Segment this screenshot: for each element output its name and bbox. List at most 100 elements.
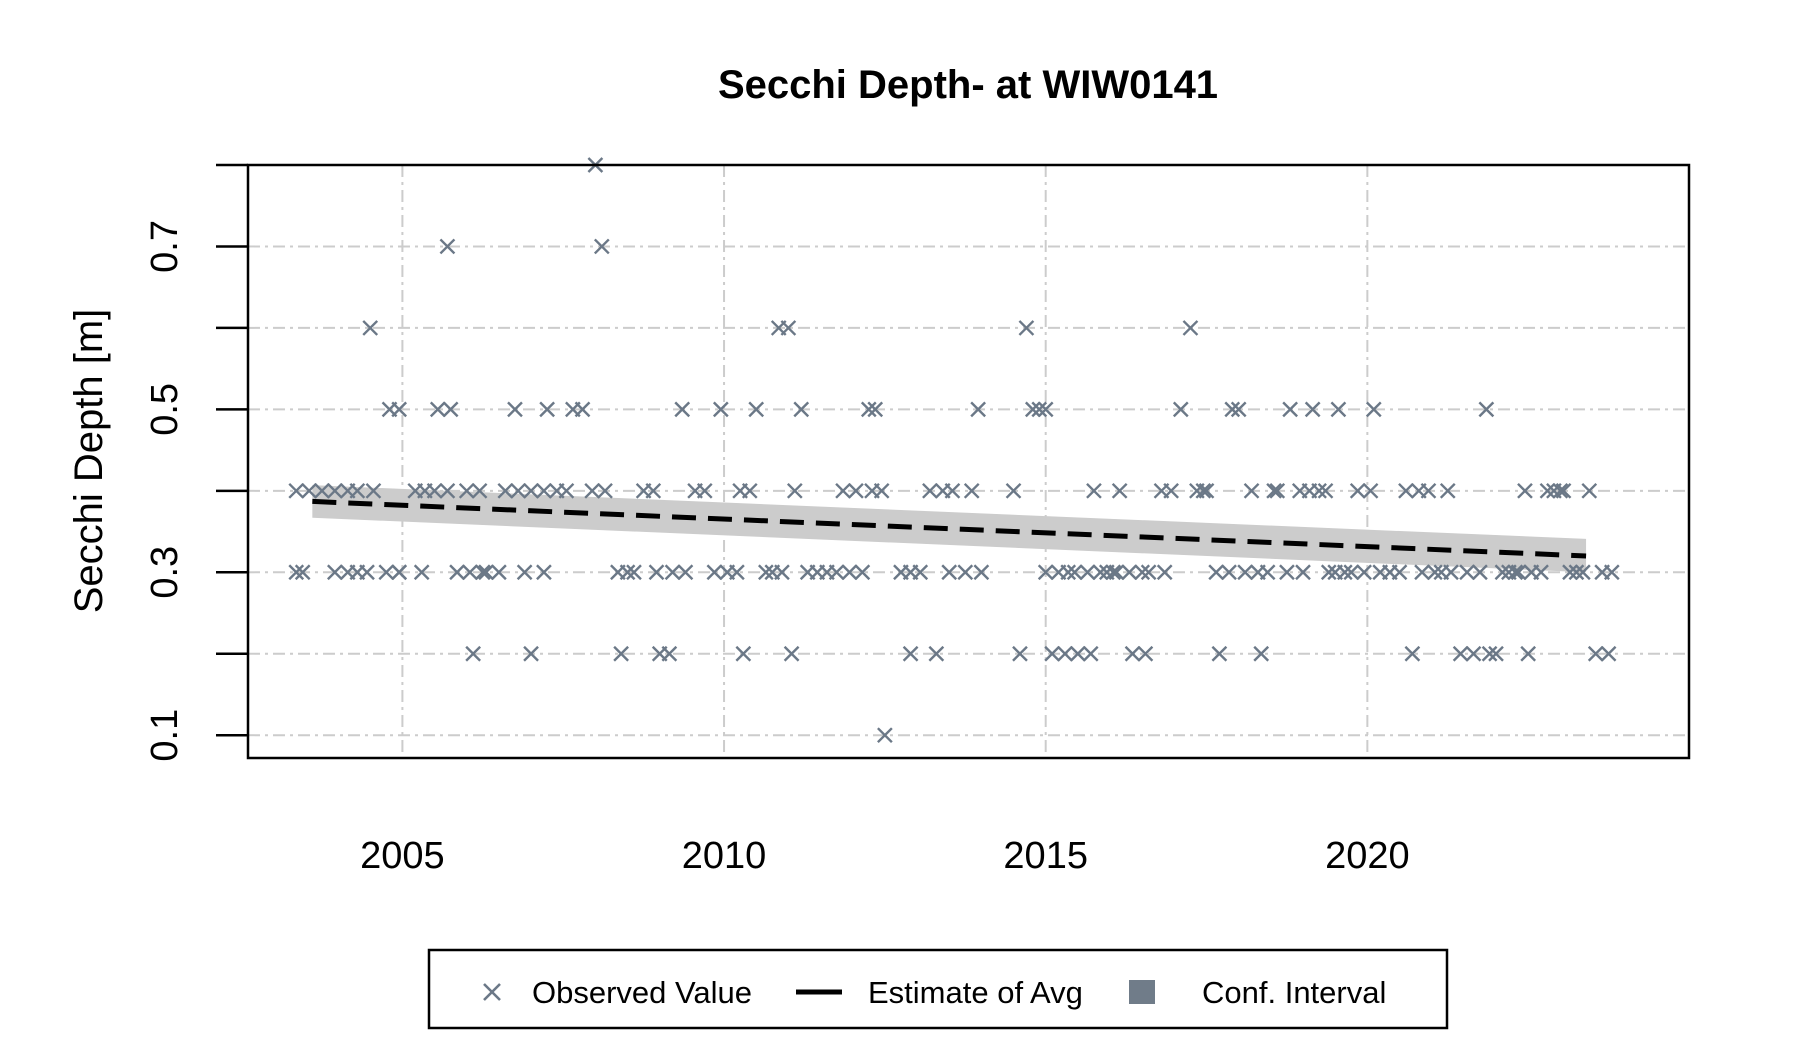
grid-layer <box>248 164 1689 758</box>
observed-point <box>970 401 986 418</box>
observed-point <box>1018 320 1035 336</box>
chart-title: Secchi Depth- at WIW0141 <box>718 63 1218 107</box>
observed-point <box>1481 645 1498 662</box>
observed-point-stroke <box>362 320 379 336</box>
observed-point <box>877 727 893 744</box>
observed-point <box>507 401 523 418</box>
observed-point-stroke <box>1520 645 1537 662</box>
observed-point <box>786 482 803 499</box>
observed-point <box>1510 564 1527 581</box>
observed-point <box>497 482 514 499</box>
observed-point-stroke <box>507 401 523 418</box>
observed-point-stroke <box>1195 482 1212 499</box>
observed-point <box>1603 564 1620 581</box>
observed-point-stroke <box>1259 564 1276 581</box>
observed-point-stroke <box>873 482 890 499</box>
observed-point <box>1320 564 1337 581</box>
observed-point-stroke <box>1266 482 1282 499</box>
observed-point-stroke <box>729 564 745 581</box>
observed-point-stroke <box>449 564 465 581</box>
y-tick-label: 0.7 <box>144 220 186 273</box>
observed-point-stroke <box>1404 645 1421 662</box>
observed-point <box>1060 564 1077 581</box>
observed-point-stroke <box>626 564 642 581</box>
observed-point <box>1533 564 1549 581</box>
observed-point-stroke <box>877 727 893 744</box>
observed-point <box>359 564 375 581</box>
observed-point-stroke <box>970 401 986 418</box>
observed-point <box>326 482 343 499</box>
observed-point <box>1195 482 1212 499</box>
observed-point-stroke <box>1330 401 1347 418</box>
observed-point-stroke <box>835 482 851 499</box>
observed-point-stroke <box>1552 482 1569 499</box>
legend-label-observed: Observed Value <box>532 975 752 1010</box>
observed-point <box>1031 401 1048 418</box>
observed-point <box>648 564 665 581</box>
observed-point-stroke <box>1198 482 1215 499</box>
observed-point <box>1253 645 1270 662</box>
observed-point <box>973 564 990 581</box>
observed-point-stroke <box>1172 401 1189 418</box>
observed-point-stroke <box>1427 564 1443 581</box>
observed-point-stroke <box>1044 645 1060 662</box>
observed-point-stroke <box>1356 564 1372 581</box>
observed-point <box>288 482 305 499</box>
observed-point-stroke <box>1539 482 1556 499</box>
observed-point-stroke <box>294 564 311 581</box>
observed-point-stroke <box>413 564 430 581</box>
observed-point-stroke <box>1060 564 1077 581</box>
observed-point-stroke <box>783 645 800 662</box>
observed-point-stroke <box>963 482 980 499</box>
observed-point-stroke <box>1079 564 1096 581</box>
observed-point-stroke <box>359 564 375 581</box>
observed-point <box>365 482 382 499</box>
observed-point-stroke <box>735 645 752 662</box>
observed-point-stroke <box>558 482 575 499</box>
observed-point <box>1057 645 1073 662</box>
observed-point <box>597 482 613 499</box>
observed-point-stroke <box>613 645 629 662</box>
observed-point <box>1317 482 1334 499</box>
observed-point <box>1452 645 1469 662</box>
observed-point-stroke <box>928 645 945 662</box>
estimate-line-layer <box>312 498 1587 559</box>
observed-point-stroke <box>841 564 858 581</box>
observed-point <box>574 401 591 418</box>
observed-point <box>1208 564 1225 581</box>
observed-point <box>491 564 507 581</box>
observed-point-stroke <box>378 564 395 581</box>
observed-point-stroke <box>1587 645 1604 662</box>
observed-point-stroke <box>1459 564 1475 581</box>
observed-point <box>1269 482 1286 499</box>
observed-point <box>413 564 430 581</box>
observed-point-stroke <box>619 564 636 581</box>
observed-point-stroke <box>944 482 961 499</box>
observed-point <box>1330 401 1347 418</box>
observed-point-stroke <box>301 482 317 499</box>
observed-point-stroke <box>1037 564 1054 581</box>
observed-point-stroke <box>1012 645 1028 662</box>
observed-point <box>426 482 443 499</box>
legend-item-estimate: Estimate of Avg <box>796 975 1083 1010</box>
observed-point-stroke <box>1568 564 1585 581</box>
observed-point <box>362 320 379 336</box>
observed-point-stroke <box>1279 564 1295 581</box>
observed-point <box>288 564 305 581</box>
observed-point-stroke <box>706 564 723 581</box>
observed-point <box>828 564 845 581</box>
observed-point <box>523 482 539 499</box>
observed-point <box>439 238 456 255</box>
observed-point-stroke <box>1603 564 1620 581</box>
observed-point <box>516 564 533 581</box>
observed-point <box>1391 564 1408 581</box>
observed-point <box>1520 645 1537 662</box>
observed-point-stroke <box>597 482 613 499</box>
observed-point <box>1478 401 1495 418</box>
observed-point-stroke <box>574 401 591 418</box>
observed-point-stroke <box>539 401 555 418</box>
x-tick-label: 2010 <box>682 835 767 877</box>
observed-point <box>462 564 478 581</box>
observed-point <box>1005 482 1022 499</box>
observed-point <box>478 564 494 581</box>
